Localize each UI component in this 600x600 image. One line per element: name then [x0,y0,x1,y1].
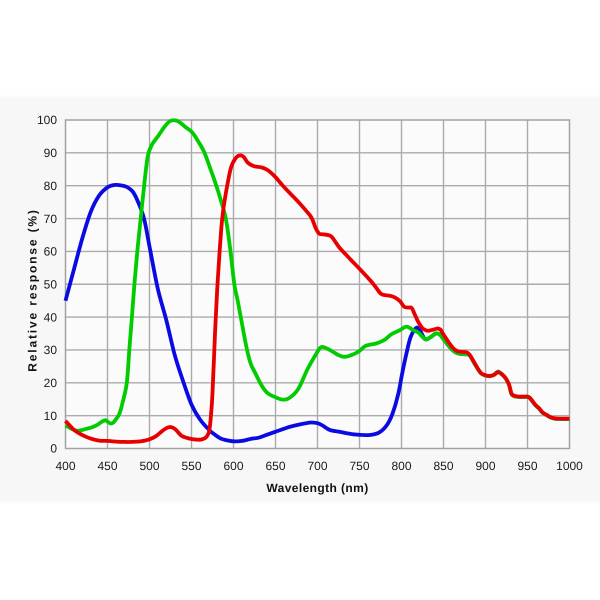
svg-text:Wavelength (nm): Wavelength (nm) [266,481,368,495]
svg-text:50: 50 [44,277,58,291]
svg-text:40: 40 [44,310,58,324]
svg-text:750: 750 [349,459,369,473]
svg-text:100: 100 [37,113,57,127]
svg-text:1000: 1000 [556,459,583,473]
svg-text:600: 600 [223,459,243,473]
svg-text:80: 80 [44,179,58,193]
svg-text:950: 950 [517,459,537,473]
svg-text:500: 500 [139,459,159,473]
svg-text:60: 60 [44,245,58,259]
svg-text:90: 90 [44,146,58,160]
svg-text:650: 650 [265,459,285,473]
svg-text:0: 0 [50,442,57,456]
svg-text:400: 400 [55,459,75,473]
svg-text:30: 30 [44,343,58,357]
svg-text:800: 800 [391,459,411,473]
svg-text:10: 10 [44,409,58,423]
svg-text:850: 850 [433,459,453,473]
svg-text:20: 20 [44,376,58,390]
svg-text:700: 700 [307,459,327,473]
svg-text:Relative response (%): Relative response (%) [26,208,40,372]
svg-text:70: 70 [44,212,58,226]
svg-text:450: 450 [97,459,117,473]
svg-text:900: 900 [475,459,495,473]
svg-text:550: 550 [181,459,201,473]
